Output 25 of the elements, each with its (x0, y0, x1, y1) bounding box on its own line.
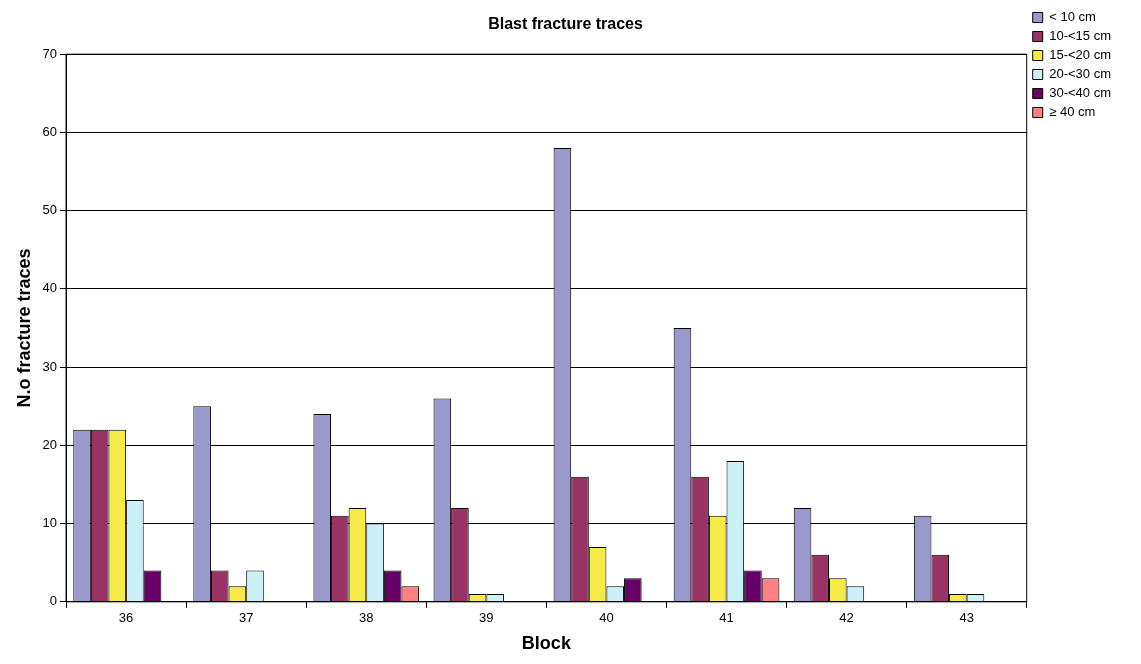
x-tick-label: 41 (719, 610, 734, 626)
y-tick-label: 50 (42, 202, 58, 218)
y-tick-label: 30 (42, 358, 58, 374)
chart-title: Blast fracture traces (488, 15, 643, 33)
x-tick-label: 37 (238, 610, 254, 626)
y-tick-label: 0 (49, 593, 58, 609)
x-tick-label: 43 (959, 610, 974, 626)
x-tick-label: 42 (839, 610, 854, 626)
legend-label: 30-<40 cm (1049, 85, 1112, 101)
x-tick-label: 39 (479, 610, 494, 626)
legend-label: 15-<20 cm (1049, 47, 1112, 63)
legend-label: 10-<15 cm (1049, 28, 1112, 44)
x-tick-label: 40 (599, 610, 614, 626)
y-tick-label: 10 (42, 515, 58, 531)
legend-label: < 10 cm (1049, 9, 1096, 25)
x-axis-title: Block (521, 633, 572, 654)
y-axis-title: N.o fracture traces (13, 248, 34, 408)
x-tick-label: 36 (118, 610, 134, 626)
legend-label: ≥ 40 cm (1049, 104, 1096, 120)
y-tick-label: 70 (42, 45, 58, 61)
y-tick-label: 60 (42, 124, 58, 140)
x-tick-label: 38 (359, 610, 374, 626)
y-tick-label: 40 (42, 280, 58, 296)
legend-label: 20-<30 cm (1049, 66, 1112, 82)
y-tick-label: 20 (42, 436, 58, 452)
